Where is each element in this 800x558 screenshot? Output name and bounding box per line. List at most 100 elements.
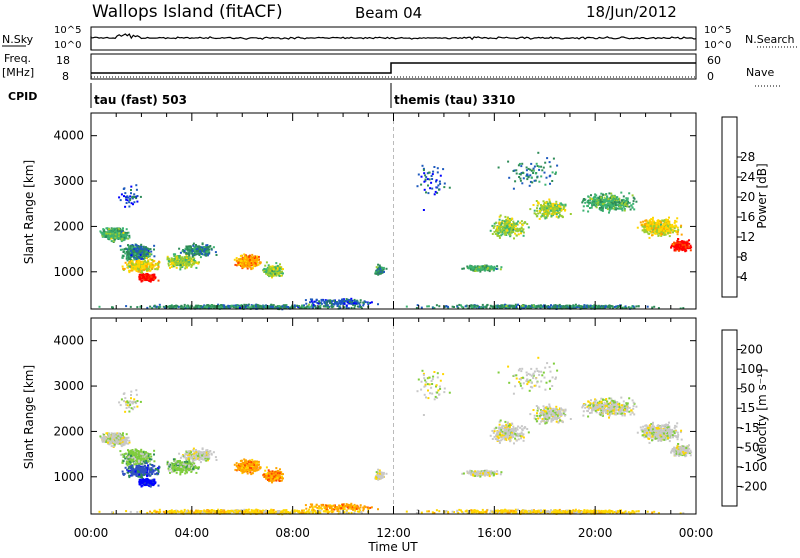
- data-cell: [273, 268, 275, 270]
- data-cell: [537, 205, 539, 207]
- data-cell: [533, 204, 535, 206]
- data-cell: [122, 257, 124, 259]
- data-cell: [205, 255, 207, 257]
- data-cell: [659, 229, 661, 231]
- data-cell: [526, 169, 528, 171]
- data-cell: [294, 305, 296, 307]
- data-cell: [600, 201, 602, 203]
- data-cell: [140, 196, 142, 198]
- data-cell: [426, 305, 428, 307]
- data-cell: [122, 249, 124, 251]
- data-cell: [610, 204, 612, 206]
- data-cell: [656, 225, 658, 227]
- data-cell: [650, 222, 652, 224]
- data-cell: [107, 237, 109, 239]
- data-cell: [496, 265, 498, 267]
- data-cell: [154, 268, 156, 270]
- data-cell: [255, 305, 257, 307]
- data-cell: [553, 158, 555, 160]
- data-cell: [659, 221, 661, 223]
- data-cell: [582, 210, 584, 212]
- data-cell: [558, 205, 560, 207]
- data-cell: [498, 226, 500, 228]
- data-cell: [570, 213, 572, 215]
- data-cell: [208, 305, 210, 307]
- data-cell: [534, 180, 536, 182]
- data-cell: [429, 178, 431, 180]
- data-cell: [103, 230, 105, 232]
- data-cell: [110, 238, 112, 240]
- data-cell: [520, 173, 522, 175]
- data-cell: [482, 304, 484, 306]
- data-cell: [282, 305, 284, 307]
- data-cell: [499, 219, 501, 221]
- data-cell: [353, 307, 355, 309]
- data-cell: [536, 210, 538, 212]
- data-cell: [611, 205, 613, 207]
- freq-unit: [MHz]: [2, 66, 34, 79]
- data-cell: [675, 231, 677, 233]
- data-cell: [679, 242, 681, 244]
- data-cell: [558, 212, 560, 214]
- data-cell: [247, 262, 249, 264]
- data-cell: [268, 274, 270, 276]
- data-cell: [171, 266, 173, 268]
- data-cell: [168, 263, 170, 265]
- data-cell: [136, 255, 138, 257]
- data-cell: [153, 255, 155, 257]
- data-cell: [171, 260, 173, 262]
- data-cell: [137, 248, 139, 250]
- data-cell: [614, 196, 616, 198]
- data-cell: [478, 266, 480, 268]
- data-cell: [511, 218, 513, 220]
- data-cell: [204, 306, 206, 308]
- data-cell: [685, 247, 687, 249]
- data-cell: [133, 201, 135, 203]
- data-cell: [279, 275, 281, 277]
- data-cell: [255, 265, 257, 267]
- data-cell: [271, 265, 273, 267]
- data-cell: [432, 171, 434, 173]
- data-cell: [556, 165, 558, 167]
- data-cell: [228, 306, 230, 308]
- data-cell: [607, 203, 609, 205]
- data-cell: [472, 270, 474, 272]
- data-cell: [496, 234, 498, 236]
- data-cell: [265, 271, 267, 273]
- data-cell: [124, 248, 126, 250]
- data-cell: [645, 230, 647, 232]
- data-cell: [514, 170, 516, 172]
- data-cell: [122, 266, 124, 268]
- data-cell: [648, 224, 650, 226]
- data-cell: [642, 229, 644, 231]
- data-cell: [148, 262, 150, 264]
- data-cell: [686, 244, 688, 246]
- data-cell: [476, 269, 478, 271]
- data-cell: [663, 232, 665, 234]
- data-cell: [143, 253, 145, 255]
- data-cell: [124, 192, 126, 194]
- data-cell: [667, 219, 669, 221]
- data-cell: [516, 173, 518, 175]
- data-cell: [677, 233, 679, 235]
- data-cell: [422, 165, 424, 167]
- data-cell: [128, 206, 130, 208]
- data-cell: [150, 248, 152, 250]
- data-cell: [531, 177, 533, 179]
- data-cell: [556, 207, 558, 209]
- data-cell: [594, 197, 596, 199]
- data-cell: [539, 218, 541, 220]
- data-cell: [544, 205, 546, 207]
- data-cell: [287, 306, 289, 308]
- data-cell: [179, 268, 181, 270]
- data-cell: [669, 235, 671, 237]
- data-cell: [496, 226, 498, 228]
- data-cell: [301, 305, 303, 307]
- data-cell: [630, 204, 632, 206]
- data-cell: [134, 258, 136, 260]
- data-cell: [150, 281, 152, 283]
- data-cell: [584, 199, 586, 201]
- data-cell: [138, 256, 140, 258]
- data-cell: [320, 305, 322, 307]
